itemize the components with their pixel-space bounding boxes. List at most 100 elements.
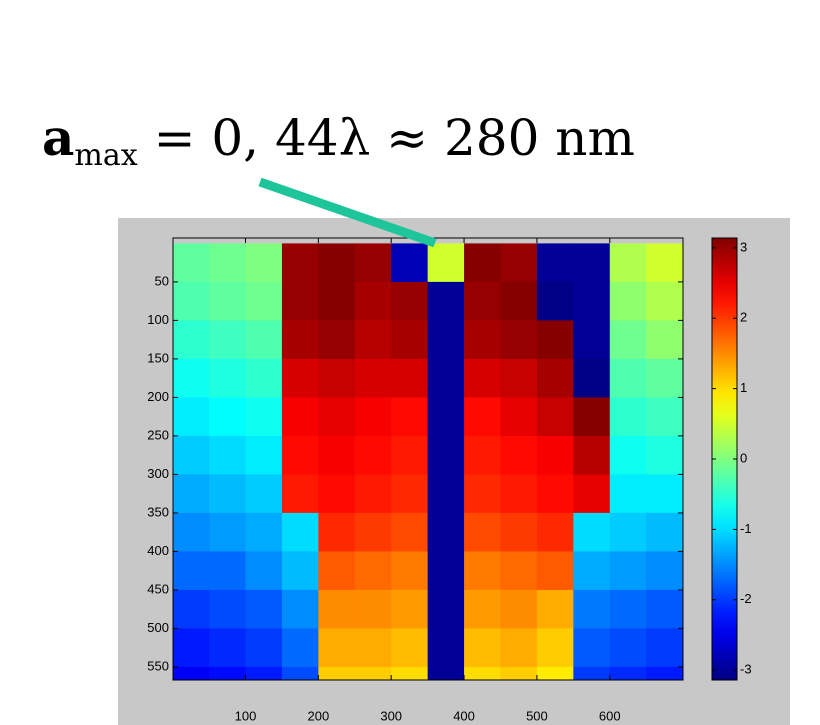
heatmap-cell bbox=[609, 358, 647, 398]
colorbar bbox=[711, 237, 738, 681]
heatmap-cell bbox=[245, 474, 283, 514]
heatmap-cell bbox=[646, 435, 683, 475]
heatmap-cell bbox=[209, 397, 246, 437]
formula-symbol: a bbox=[42, 108, 75, 167]
y-tick-label: 300 bbox=[147, 466, 169, 481]
heatmap-cell bbox=[573, 281, 611, 321]
heatmap-cell bbox=[245, 320, 283, 360]
heatmap-cell bbox=[318, 512, 356, 552]
heatmap-cell bbox=[245, 358, 283, 398]
heatmap-cell bbox=[536, 474, 574, 514]
heatmap-cell bbox=[573, 551, 611, 591]
heatmap-cell bbox=[609, 435, 647, 475]
heatmap-cell bbox=[209, 358, 246, 398]
y-tick-label: 200 bbox=[147, 389, 169, 404]
heatmap-cell bbox=[354, 358, 392, 398]
heatmap-cell bbox=[536, 243, 574, 283]
heatmap-cell bbox=[536, 666, 574, 680]
heatmap-cell bbox=[281, 589, 319, 629]
heatmap-cell bbox=[536, 320, 574, 360]
heatmap-cell bbox=[245, 243, 283, 283]
heatmap-cell bbox=[173, 358, 210, 398]
heatmap-cell bbox=[500, 243, 538, 283]
heatmap-cell bbox=[245, 397, 283, 437]
heatmap-cell bbox=[427, 512, 465, 552]
heatmap-cell bbox=[209, 281, 246, 321]
heatmap-cell bbox=[464, 358, 501, 398]
heatmap-cell bbox=[464, 628, 501, 668]
y-tick-label: 400 bbox=[147, 543, 169, 558]
heatmap-cell bbox=[318, 397, 356, 437]
heatmap-cell bbox=[173, 435, 210, 475]
heatmap-cell bbox=[609, 281, 647, 321]
heatmap-cell bbox=[646, 281, 683, 321]
heatmap-cell bbox=[464, 397, 501, 437]
heatmap-cell bbox=[318, 320, 356, 360]
heatmap-cell bbox=[173, 512, 210, 552]
heatmap-cell bbox=[281, 397, 319, 437]
heatmap-cell bbox=[391, 512, 429, 552]
heatmap-cell bbox=[391, 320, 429, 360]
heatmap-cell bbox=[609, 474, 647, 514]
heatmap-cell bbox=[391, 551, 429, 591]
heatmap-cell bbox=[318, 551, 356, 591]
heatmap-cell bbox=[573, 243, 611, 283]
colorbar-tick-label: -3 bbox=[740, 662, 752, 677]
heatmap-cell bbox=[318, 243, 356, 283]
heatmap-cell bbox=[318, 666, 356, 680]
heatmap-cell bbox=[318, 358, 356, 398]
heatmap-cell bbox=[464, 474, 501, 514]
heatmap-cell bbox=[536, 281, 574, 321]
heatmap-cell bbox=[318, 281, 356, 321]
heatmap-cell bbox=[245, 628, 283, 668]
heatmap-cell bbox=[209, 320, 246, 360]
heatmap-cell bbox=[646, 397, 683, 437]
heatmap-cell bbox=[500, 666, 538, 680]
heatmap-cell bbox=[354, 435, 392, 475]
heatmap-cell bbox=[427, 589, 465, 629]
y-tick-label: 550 bbox=[147, 658, 169, 673]
heatmap-cell bbox=[391, 358, 429, 398]
heatmap-cell bbox=[318, 589, 356, 629]
heatmap-cell bbox=[427, 281, 465, 321]
heatmap-cell bbox=[536, 512, 574, 552]
heatmap-cell bbox=[245, 551, 283, 591]
heatmap-cell bbox=[281, 551, 319, 591]
heatmap-cell bbox=[245, 512, 283, 552]
heatmap-cell bbox=[173, 474, 210, 514]
heatmap-cell bbox=[646, 320, 683, 360]
heatmap-cell bbox=[173, 397, 210, 437]
heatmap-cell bbox=[464, 281, 501, 321]
heatmap-cell bbox=[354, 628, 392, 668]
heatmap-cell bbox=[354, 474, 392, 514]
x-tick-label: 200 bbox=[307, 708, 329, 723]
heatmap-cell bbox=[464, 666, 501, 680]
heatmap-cell bbox=[391, 628, 429, 668]
heatmap-cell bbox=[536, 397, 574, 437]
heatmap-cell bbox=[391, 666, 429, 680]
heatmap-cell bbox=[391, 435, 429, 475]
heatmap-cell bbox=[354, 397, 392, 437]
heatmap-cell bbox=[173, 628, 210, 668]
heatmap-cell bbox=[500, 474, 538, 514]
heatmap-cell bbox=[209, 628, 246, 668]
y-tick-label: 150 bbox=[147, 350, 169, 365]
heatmap-cell bbox=[391, 397, 429, 437]
y-tick-label: 100 bbox=[147, 312, 169, 327]
heatmap-cell bbox=[245, 435, 283, 475]
heatmap-cell bbox=[354, 320, 392, 360]
heatmap-cell bbox=[281, 474, 319, 514]
heatmap-cell bbox=[646, 666, 683, 680]
heatmap-cell bbox=[209, 243, 246, 283]
heatmap-cell bbox=[609, 666, 647, 680]
formula-rest: = 0, 44λ ≈ 280 nm bbox=[153, 109, 635, 167]
heatmap-cell bbox=[281, 243, 319, 283]
heatmap-cell bbox=[646, 512, 683, 552]
heatmap-cell bbox=[500, 551, 538, 591]
x-tick-label: 600 bbox=[599, 708, 621, 723]
heatmap-cell bbox=[646, 589, 683, 629]
heatmap-cell bbox=[573, 666, 611, 680]
heatmap-cell bbox=[245, 281, 283, 321]
heatmap-cell bbox=[281, 358, 319, 398]
